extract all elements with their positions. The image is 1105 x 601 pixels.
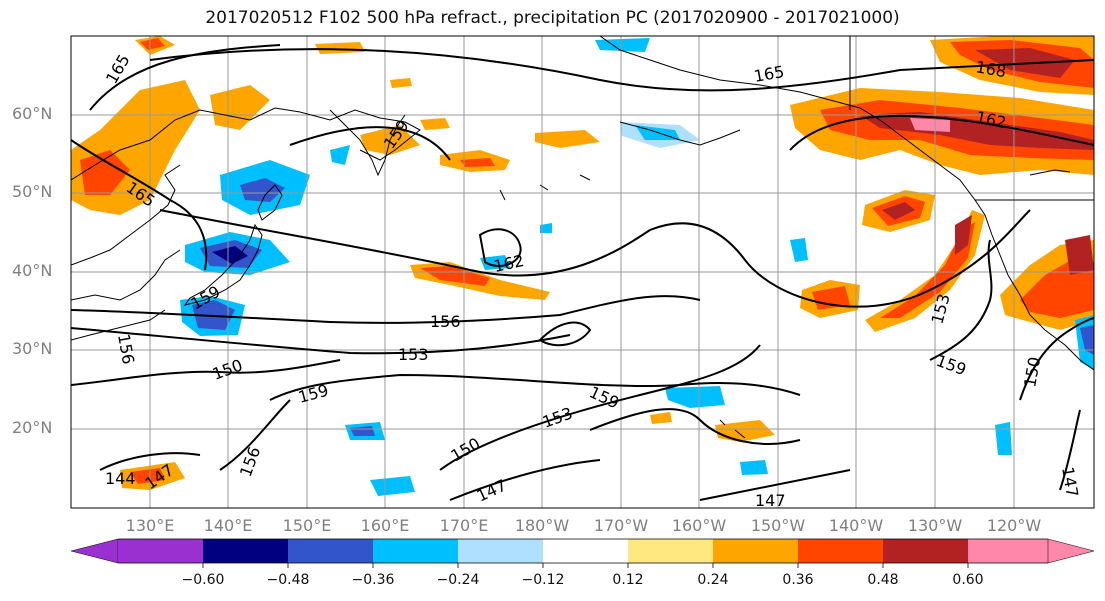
lat-label: 20°N [12, 418, 53, 437]
lon-label: 130°E [125, 516, 175, 535]
colorbar-tick-label: 0.24 [697, 572, 729, 588]
contour-label: 153 [398, 345, 429, 364]
colorbar-tick-label: 0.60 [952, 572, 984, 588]
lon-label: 170°E [439, 516, 489, 535]
refractivity-contours [71, 44, 1094, 501]
lat-label: 30°N [12, 339, 53, 358]
contour-label: 144 [105, 469, 136, 488]
lon-label: 170°W [593, 516, 649, 535]
lon-label: 160°E [360, 516, 410, 535]
lon-label: 150°W [750, 516, 806, 535]
lat-label: 40°N [12, 261, 53, 280]
lat-label: 60°N [12, 104, 53, 123]
colorbar-tick-label: 0.12 [612, 572, 644, 588]
lon-label: 180°W [514, 516, 570, 535]
map-frame [70, 35, 1095, 509]
colorbar-tick-label: −0.24 [436, 572, 480, 588]
lon-label: 140°E [203, 516, 253, 535]
colorbar-tick-label: −0.60 [181, 572, 225, 588]
lon-label: 150°E [282, 516, 332, 535]
colorbar-tick-label: −0.36 [351, 572, 395, 588]
lon-label: 130°W [907, 516, 963, 535]
lon-label: 140°W [828, 516, 884, 535]
lat-label: 50°N [12, 182, 53, 201]
colorbar-tick-label: 0.48 [867, 572, 899, 588]
colorbar-tick-label: 0.36 [782, 572, 814, 588]
colorbar [70, 538, 1095, 568]
lon-label: 160°W [671, 516, 727, 535]
graticule [71, 36, 1094, 508]
lon-label: 120°W [986, 516, 1042, 535]
contour-label: 156 [430, 312, 461, 331]
map-title: 2017020512 F102 500 hPa refract., precip… [205, 8, 900, 28]
contour-label: 147 [755, 491, 786, 510]
colorbar-tick-label: −0.12 [521, 572, 565, 588]
colorbar-tick-label: −0.48 [266, 572, 310, 588]
